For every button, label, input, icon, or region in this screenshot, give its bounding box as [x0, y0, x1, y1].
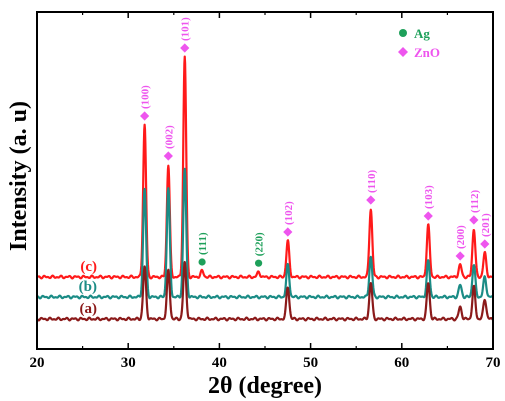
zno-marker [180, 43, 190, 53]
x-tick-label-4: 60 [394, 355, 409, 371]
x-tick-label-2: 40 [212, 355, 227, 371]
peak-annotations: (100) (002) (101) (111) (220) (102) (110) (103)… [140, 17, 492, 267]
peak-label-9: (112) [469, 189, 481, 213]
peak-label-3: (111) [197, 232, 209, 255]
series-label-1: (b) [79, 279, 97, 295]
x-tick-label-0: 20 [30, 355, 45, 371]
series-line-1 [36, 167, 494, 300]
x-axis-title: 2θ (degree) [208, 373, 322, 399]
plot-frame [36, 11, 494, 350]
series-label-2: (a) [80, 301, 98, 317]
legend: Ag ZnO [398, 26, 440, 60]
zno-marker [163, 151, 173, 161]
ag-marker [198, 258, 206, 266]
legend-entry-0: Ag [414, 26, 430, 41]
zno-marker [469, 215, 479, 225]
zno-marker [366, 195, 376, 205]
series-line-2 [36, 260, 494, 322]
x-tick-label-1: 30 [121, 355, 136, 371]
zno-marker [283, 227, 293, 237]
peak-label-5: (102) [283, 201, 295, 225]
legend-ag-marker [399, 29, 407, 37]
peak-label-6: (110) [366, 169, 378, 193]
zno-marker [140, 111, 150, 121]
y-axis-title: Intensity (a. u) [6, 101, 32, 251]
zno-marker [480, 239, 490, 249]
x-axis-ticks: 20 30 40 50 60 70 [30, 12, 501, 371]
peak-label-0: (100) [140, 85, 152, 109]
zno-marker [455, 251, 465, 261]
series-label-0: (c) [80, 259, 97, 275]
series-line-0 [36, 55, 494, 280]
peak-label-7: (103) [423, 185, 435, 209]
legend-entry-1: ZnO [414, 45, 440, 60]
peak-label-4: (220) [254, 232, 266, 256]
zno-marker [423, 211, 433, 221]
x-tick-label-5: 70 [486, 355, 501, 371]
peak-label-2: (101) [180, 17, 192, 41]
series-traces [36, 55, 494, 322]
x-tick-label-3: 50 [303, 355, 318, 371]
peak-label-10: (201) [480, 213, 492, 237]
ag-marker [255, 259, 263, 267]
peak-label-1: (002) [163, 125, 175, 149]
peak-label-8: (200) [455, 225, 467, 249]
legend-zno-marker [398, 47, 408, 57]
series-labels: (c) (b) (a) [79, 259, 97, 317]
